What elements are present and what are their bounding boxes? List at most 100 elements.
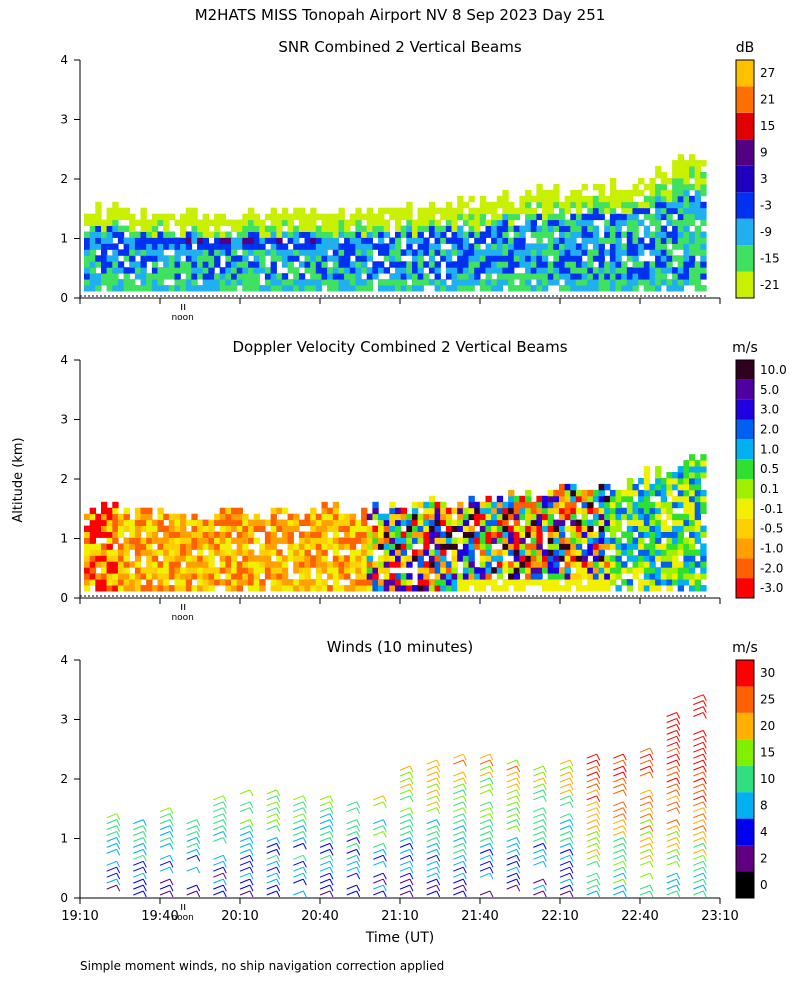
wind-barb — [426, 795, 437, 801]
wind-barb-flag — [329, 861, 334, 868]
wind-barb — [559, 878, 571, 884]
doppler-cell — [428, 519, 436, 526]
colorbar-label: 27 — [760, 66, 775, 80]
snr-cell — [694, 213, 701, 221]
doppler-cell — [694, 573, 701, 580]
snr-cell — [570, 261, 577, 268]
wind-barb — [133, 884, 144, 890]
wind-barb — [293, 860, 304, 866]
snr-cell — [434, 231, 441, 238]
wind-barb-flag — [169, 831, 174, 838]
snr-cell — [575, 201, 583, 209]
wind-barb-flag — [356, 861, 361, 868]
wind-barb-flag — [622, 813, 627, 820]
wind-barb-flag — [702, 866, 707, 874]
snr-cell — [462, 279, 470, 286]
doppler-cell — [587, 495, 594, 503]
wind-barb-flag — [222, 855, 227, 862]
doppler-cell — [276, 561, 283, 568]
wind-barb-flag — [622, 765, 627, 773]
snr-cell — [474, 261, 481, 268]
snr-cell — [140, 279, 147, 286]
doppler-cell — [638, 501, 645, 509]
doppler-cell — [694, 519, 701, 526]
doppler-cell — [570, 531, 577, 538]
doppler-cell — [180, 519, 187, 526]
wind-barb — [399, 860, 411, 866]
snr-cell — [479, 249, 487, 256]
colorbar-label: -0.1 — [760, 502, 783, 516]
doppler-cell — [406, 525, 413, 532]
snr-cell — [112, 213, 119, 221]
snr-cell — [214, 219, 221, 226]
snr-cell — [502, 231, 509, 238]
doppler-cell — [564, 561, 571, 568]
snr-cell — [242, 219, 249, 226]
doppler-cell — [660, 549, 668, 556]
snr-cell — [508, 219, 515, 226]
wind-barb-flag — [329, 843, 334, 850]
wind-barb-flag — [142, 861, 147, 868]
snr-cell — [553, 183, 560, 191]
snr-cell — [372, 243, 379, 250]
doppler-cell — [321, 543, 328, 550]
y-tick-label: 2 — [60, 172, 68, 186]
snr-cell — [264, 237, 272, 244]
wind-barb-flag — [302, 843, 307, 850]
snr-cell — [525, 201, 532, 209]
doppler-cell — [349, 567, 357, 574]
snr-cell — [293, 285, 300, 292]
snr-cell — [547, 261, 554, 268]
doppler-cell — [321, 561, 328, 568]
doppler-cell — [101, 549, 108, 556]
wind-barb — [639, 747, 651, 753]
doppler-cell — [293, 543, 300, 550]
snr-cell — [281, 243, 289, 250]
snr-cell — [457, 255, 464, 262]
wind-barb-flag — [622, 753, 627, 761]
doppler-cell — [129, 573, 136, 580]
doppler-cell — [434, 543, 441, 550]
wind-barb-flag — [356, 890, 361, 898]
doppler-cell — [462, 513, 470, 521]
doppler-cell — [440, 537, 447, 544]
snr-cell — [389, 261, 396, 268]
doppler-cell — [298, 519, 306, 526]
snr-cell — [140, 219, 147, 226]
doppler-cell — [208, 579, 215, 586]
wind-barb — [159, 842, 171, 848]
wind-barb-flag — [329, 878, 334, 886]
doppler-cell — [643, 543, 651, 550]
wind-barb-flag — [649, 861, 654, 868]
doppler-cell — [163, 573, 170, 580]
snr-cell — [643, 285, 651, 292]
snr-cell — [434, 261, 441, 268]
doppler-cell — [677, 543, 684, 550]
wind-barb — [159, 819, 171, 825]
doppler-cell — [468, 555, 475, 562]
wind-barb-flag — [489, 771, 494, 779]
snr-cell — [293, 279, 300, 286]
wind-barb-flag — [596, 843, 601, 850]
doppler-cell — [525, 513, 532, 521]
doppler-cell — [700, 543, 707, 550]
doppler-cell — [451, 525, 458, 532]
wind-barb-flag — [702, 730, 707, 737]
doppler-cell — [677, 519, 684, 526]
doppler-cell — [361, 519, 368, 526]
snr-cell — [655, 166, 662, 173]
doppler-cell — [378, 579, 385, 586]
snr-cell — [389, 273, 396, 280]
wind-barb-flag — [356, 849, 361, 856]
doppler-cell — [344, 513, 351, 521]
doppler-cell — [689, 579, 696, 586]
snr-cell — [338, 213, 345, 221]
snr-cell — [134, 219, 142, 226]
wind-barb-flag — [622, 759, 627, 767]
wind-barb-flag — [596, 855, 601, 862]
snr-cell — [219, 231, 226, 238]
wind-barb-flag — [222, 890, 227, 898]
doppler-cell — [638, 519, 645, 526]
wind-barb — [266, 813, 277, 819]
doppler-cell — [621, 489, 628, 497]
